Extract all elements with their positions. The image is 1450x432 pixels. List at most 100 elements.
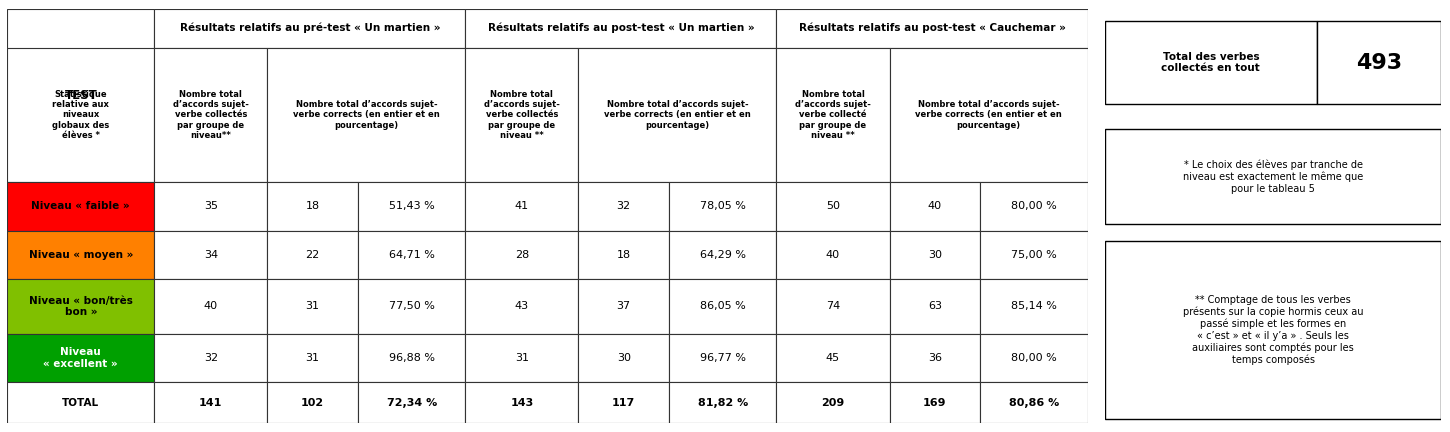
Text: Niveau « moyen »: Niveau « moyen »	[29, 250, 133, 260]
Bar	[980, 280, 1088, 334]
Bar	[358, 334, 465, 382]
Text: 96,77 %: 96,77 %	[700, 353, 745, 363]
Bar	[668, 231, 776, 280]
Bar	[889, 334, 980, 382]
Bar	[668, 334, 776, 382]
Bar	[776, 231, 889, 280]
Bar	[465, 182, 579, 231]
Bar	[154, 182, 267, 231]
Bar	[267, 280, 358, 334]
Bar	[465, 280, 579, 334]
Text: 80,86 %: 80,86 %	[1009, 398, 1058, 408]
Bar	[1317, 21, 1441, 104]
Text: Niveau « bon/très
bon »: Niveau « bon/très bon »	[29, 295, 133, 317]
Bar	[7, 334, 154, 382]
Text: TEST: TEST	[64, 89, 97, 102]
Bar	[7, 382, 154, 423]
Bar	[980, 231, 1088, 280]
Text: ** Comptage de tous les verbes
présents sur la copie hormis ceux au
passé simple: ** Comptage de tous les verbes présents …	[1183, 295, 1363, 365]
Bar	[668, 382, 776, 423]
Bar	[579, 231, 668, 280]
Text: * Le choix des élèves par tranche de
niveau est exactement le même que
pour le t: * Le choix des élèves par tranche de niv…	[1183, 159, 1363, 194]
Text: Nombre total
d’accords sujet-
verbe collectés
par groupe de
niveau **: Nombre total d’accords sujet- verbe coll…	[484, 89, 560, 140]
Bar	[1105, 129, 1441, 224]
Text: 96,88 %: 96,88 %	[389, 353, 435, 363]
Bar	[776, 48, 889, 182]
Text: 18: 18	[616, 250, 631, 260]
Text: 32: 32	[616, 201, 631, 211]
Text: Nombre total d’accords sujet-
verbe corrects (en entier et en
pourcentage): Nombre total d’accords sujet- verbe corr…	[915, 100, 1061, 130]
Bar	[358, 182, 465, 231]
Bar	[579, 382, 668, 423]
Text: 31: 31	[306, 353, 319, 363]
Bar	[7, 280, 154, 334]
Bar	[776, 182, 889, 231]
Text: 43: 43	[515, 302, 529, 311]
Bar	[358, 231, 465, 280]
Text: 18: 18	[306, 201, 319, 211]
Text: 32: 32	[204, 353, 218, 363]
Bar	[776, 334, 889, 382]
Bar	[579, 280, 668, 334]
Bar	[154, 48, 267, 182]
Bar	[776, 9, 1088, 48]
Text: Statistique
relative aux
niveaux
globaux des
élèves *: Statistique relative aux niveaux globaux…	[52, 89, 109, 140]
Text: 30: 30	[928, 250, 942, 260]
Text: Résultats relatifs au post-test « Cauchemar »: Résultats relatifs au post-test « Cauche…	[799, 23, 1066, 33]
Bar	[889, 231, 980, 280]
Text: 22: 22	[306, 250, 320, 260]
Bar	[889, 382, 980, 423]
Bar	[465, 382, 579, 423]
Bar	[668, 182, 776, 231]
Text: 51,43 %: 51,43 %	[389, 201, 435, 211]
Bar	[776, 382, 889, 423]
Text: 102: 102	[302, 398, 325, 408]
Bar	[980, 182, 1088, 231]
Bar	[1105, 241, 1441, 419]
Bar	[358, 382, 465, 423]
Text: 63: 63	[928, 302, 942, 311]
Text: 80,00 %: 80,00 %	[1011, 201, 1057, 211]
Text: TOTAL: TOTAL	[62, 398, 100, 408]
Text: Niveau
« excellent »: Niveau « excellent »	[44, 347, 117, 368]
Text: 37: 37	[616, 302, 631, 311]
Text: 86,05 %: 86,05 %	[700, 302, 745, 311]
Bar	[7, 231, 154, 280]
Text: 74: 74	[826, 302, 840, 311]
Bar	[776, 280, 889, 334]
Text: 34: 34	[204, 250, 218, 260]
Bar	[465, 334, 579, 382]
Text: 45: 45	[826, 353, 840, 363]
Text: 209: 209	[821, 398, 844, 408]
Text: 493: 493	[1356, 53, 1402, 73]
Bar	[154, 334, 267, 382]
Text: 77,50 %: 77,50 %	[389, 302, 435, 311]
Text: Total des verbes
collectés en tout: Total des verbes collectés en tout	[1161, 52, 1260, 73]
Bar	[889, 48, 1088, 182]
Text: Nombre total d’accords sujet-
verbe corrects (en entier et en
pourcentage): Nombre total d’accords sujet- verbe corr…	[605, 100, 751, 130]
Bar	[7, 9, 154, 182]
Text: Résultats relatifs au post-test « Un martien »: Résultats relatifs au post-test « Un mar…	[487, 23, 754, 33]
Text: Nombre total
d’accords sujet-
verbe collecté
par groupe de
niveau **: Nombre total d’accords sujet- verbe coll…	[795, 89, 871, 140]
Bar	[358, 280, 465, 334]
Text: 75,00 %: 75,00 %	[1011, 250, 1057, 260]
Text: Nombre total d’accords sujet-
verbe corrects (en entier et en
pourcentage): Nombre total d’accords sujet- verbe corr…	[293, 100, 439, 130]
Text: 169: 169	[924, 398, 947, 408]
Text: 81,82 %: 81,82 %	[697, 398, 748, 408]
Bar	[154, 9, 465, 48]
Text: 78,05 %: 78,05 %	[700, 201, 745, 211]
Bar	[465, 48, 579, 182]
Text: 117: 117	[612, 398, 635, 408]
Bar	[889, 182, 980, 231]
Bar	[267, 334, 358, 382]
Bar	[465, 231, 579, 280]
Text: 80,00 %: 80,00 %	[1011, 353, 1057, 363]
Bar	[889, 280, 980, 334]
Text: 41: 41	[515, 201, 529, 211]
Bar	[579, 182, 668, 231]
Bar	[579, 48, 776, 182]
Text: 28: 28	[515, 250, 529, 260]
Bar	[579, 334, 668, 382]
Bar	[465, 9, 776, 48]
Text: 30: 30	[616, 353, 631, 363]
